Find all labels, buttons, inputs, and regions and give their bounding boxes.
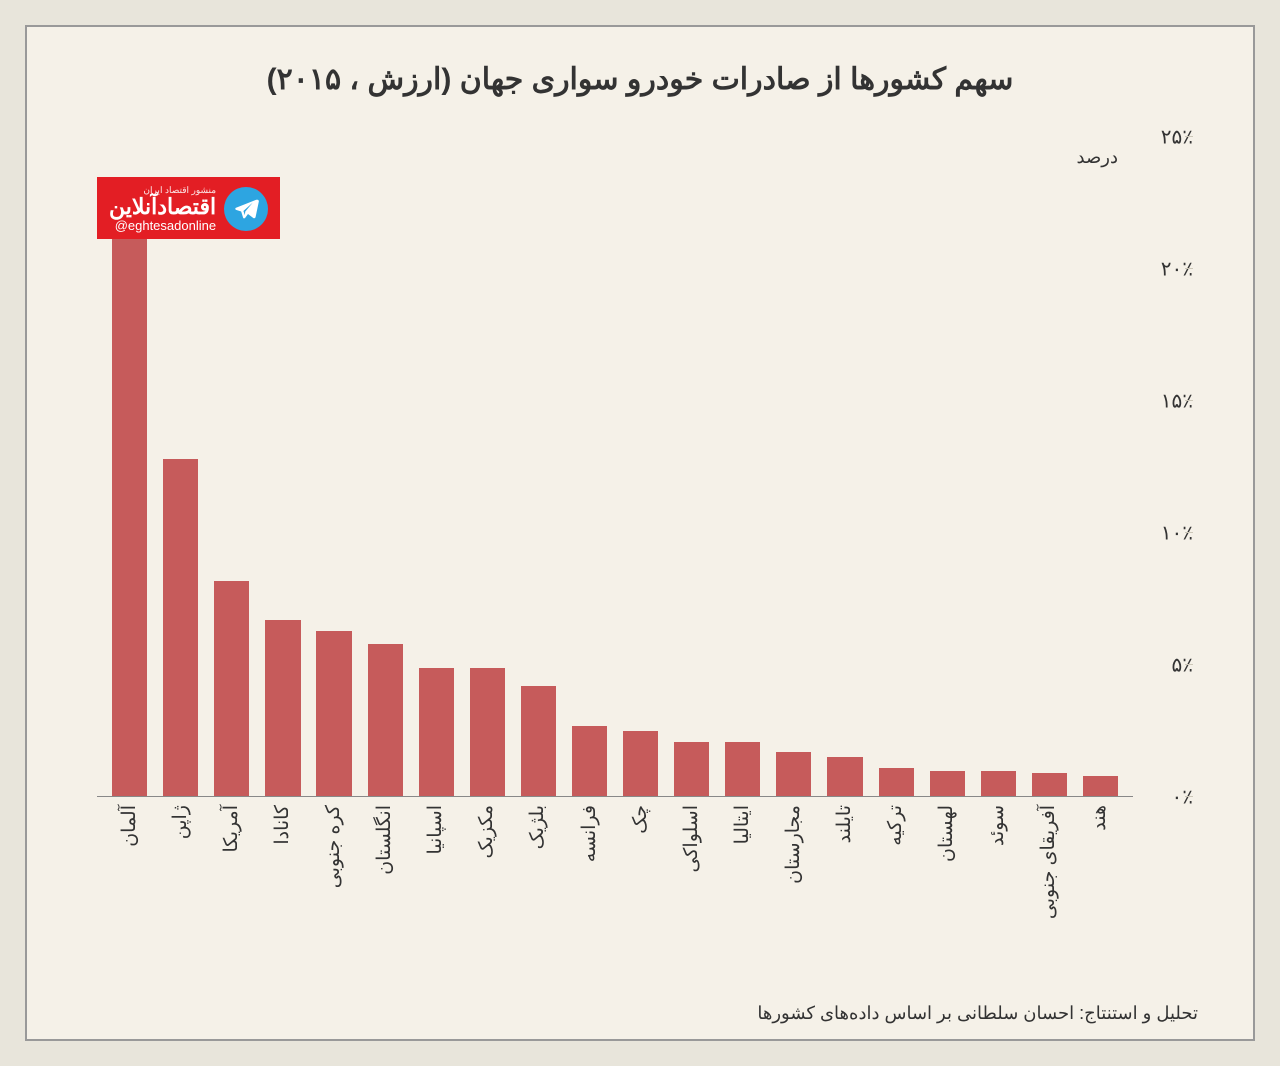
bar-slot: اسلواکی bbox=[669, 137, 714, 797]
x-axis-label: هند bbox=[1089, 805, 1111, 831]
x-axis-label: کانادا bbox=[272, 805, 294, 845]
x-axis-label: بلژیک bbox=[527, 805, 549, 849]
bar-slot: آفریقای جنوبی bbox=[1027, 137, 1072, 797]
bar bbox=[368, 644, 403, 797]
bar bbox=[879, 768, 914, 797]
bar-slot: اسپانیا bbox=[414, 137, 459, 797]
x-axis-label: تایلند bbox=[834, 805, 856, 843]
y-tick-label: ۲۵٪ bbox=[1138, 125, 1193, 150]
x-axis-label: سوئد bbox=[987, 805, 1009, 846]
bar bbox=[265, 620, 300, 797]
telegram-icon bbox=[224, 187, 268, 231]
x-axis-label: ایتالیا bbox=[732, 805, 754, 844]
y-tick-label: ۰٪ bbox=[1138, 785, 1193, 810]
bar-slot: چک bbox=[618, 137, 663, 797]
bar bbox=[214, 581, 249, 797]
chart-title: سهم کشورها از صادرات خودرو سواری جهان (ا… bbox=[77, 62, 1203, 97]
bar bbox=[470, 668, 505, 797]
bar-slot: لهستان bbox=[925, 137, 970, 797]
y-tick-mark bbox=[1185, 796, 1193, 797]
x-axis-label: لهستان bbox=[936, 805, 958, 862]
y-tick-mark bbox=[1185, 664, 1193, 665]
bar bbox=[674, 742, 709, 797]
bar bbox=[623, 731, 658, 797]
credit-text: تحلیل و استنتاج: احسان سلطانی بر اساس دا… bbox=[757, 1003, 1198, 1024]
y-tick-mark bbox=[1185, 136, 1193, 137]
logo-tagline: منشور اقتصاد ایران bbox=[109, 185, 216, 196]
bar-slot: فرانسه bbox=[567, 137, 612, 797]
x-axis-label: آفریقای جنوبی bbox=[1038, 805, 1060, 919]
bar bbox=[981, 771, 1016, 797]
bar bbox=[316, 631, 351, 797]
x-axis-label: اسلواکی bbox=[681, 805, 703, 872]
y-tick-label: ۱۰٪ bbox=[1138, 521, 1193, 546]
bar-slot: مجارستان bbox=[771, 137, 816, 797]
bar bbox=[572, 726, 607, 797]
logo-handle: @eghtesadonline bbox=[109, 218, 216, 233]
x-axis-baseline bbox=[97, 796, 1133, 797]
x-axis-label: ترکیه bbox=[885, 805, 907, 846]
bar-slot: انگلستان bbox=[363, 137, 408, 797]
x-axis-label: انگلستان bbox=[374, 805, 396, 875]
logo-main: اقتصادآنلاین bbox=[109, 196, 216, 218]
x-axis-label: آلمان bbox=[119, 805, 141, 847]
x-axis-label: اسپانیا bbox=[425, 805, 447, 855]
source-logo: منشور اقتصاد ایران اقتصادآنلاین @eghtesa… bbox=[97, 177, 280, 239]
bar bbox=[1083, 776, 1118, 797]
bar bbox=[1032, 773, 1067, 797]
bar-slot: تایلند bbox=[822, 137, 867, 797]
bar bbox=[521, 686, 556, 797]
y-tick-mark bbox=[1185, 400, 1193, 401]
bar-slot: ایتالیا bbox=[720, 137, 765, 797]
bar bbox=[776, 752, 811, 797]
x-axis-label: مجارستان bbox=[783, 805, 805, 884]
bar bbox=[827, 757, 862, 797]
x-axis-label: فرانسه bbox=[579, 805, 601, 862]
bar bbox=[112, 198, 147, 797]
x-axis-label: کره جنوبی bbox=[323, 805, 345, 888]
bar-slot: ترکیه bbox=[874, 137, 919, 797]
y-axis: ۰٪۵٪۱۰٪۱۵٪۲۰٪۲۵٪ bbox=[1138, 137, 1193, 797]
bar-slot: کره جنوبی bbox=[312, 137, 357, 797]
y-tick-label: ۵٪ bbox=[1138, 653, 1193, 678]
bar-slot: بلژیک bbox=[516, 137, 561, 797]
y-tick-mark bbox=[1185, 268, 1193, 269]
x-axis-label: چک bbox=[630, 805, 652, 834]
y-tick-mark bbox=[1185, 532, 1193, 533]
x-axis-label: آمریکا bbox=[221, 805, 243, 853]
bar bbox=[163, 459, 198, 797]
y-tick-label: ۱۵٪ bbox=[1138, 389, 1193, 414]
bar bbox=[930, 771, 965, 797]
bar bbox=[725, 742, 760, 797]
bar-slot: سوئد bbox=[976, 137, 1021, 797]
x-axis-label: ژاپن bbox=[170, 805, 192, 839]
chart-frame: سهم کشورها از صادرات خودرو سواری جهان (ا… bbox=[25, 25, 1255, 1041]
bar bbox=[419, 668, 454, 797]
chart-container: درصد ۰٪۵٪۱۰٪۱۵٪۲۰٪۲۵٪ آلمانژاپنآمریکاکان… bbox=[77, 117, 1203, 937]
y-tick-label: ۲۰٪ bbox=[1138, 257, 1193, 282]
logo-text: منشور اقتصاد ایران اقتصادآنلاین @eghtesa… bbox=[109, 185, 216, 233]
x-axis-label: مکزیک bbox=[476, 805, 498, 858]
bar-slot: هند bbox=[1078, 137, 1123, 797]
bar-slot: مکزیک bbox=[465, 137, 510, 797]
